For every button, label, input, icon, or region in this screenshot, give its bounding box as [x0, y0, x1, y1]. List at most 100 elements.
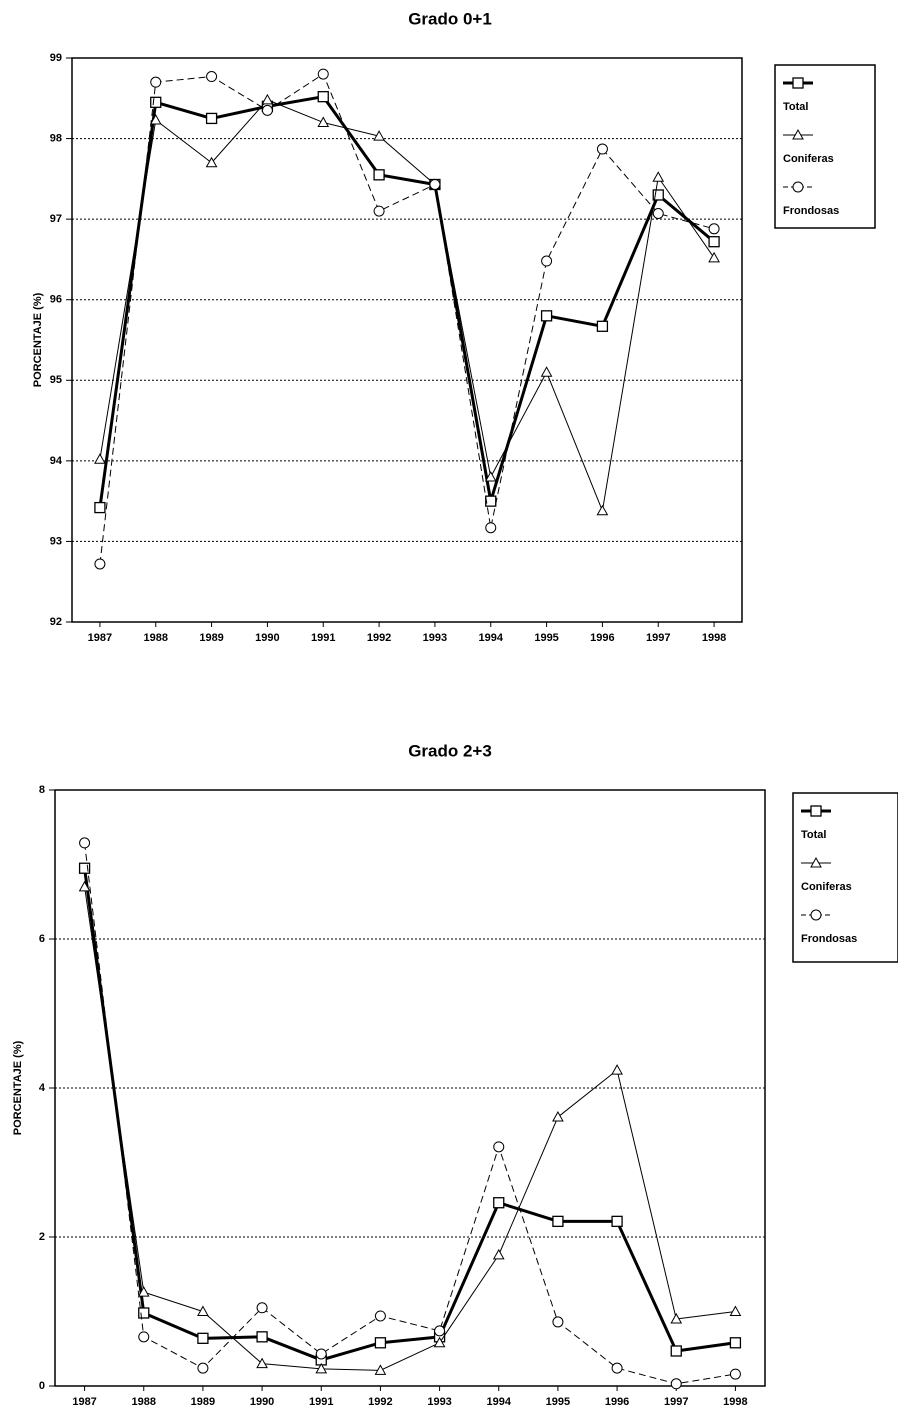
x-tick-label: 1988: [144, 632, 168, 644]
series-line: [84, 886, 736, 1371]
x-tick-label: 1998: [702, 632, 726, 644]
marker-square: [138, 1307, 150, 1319]
plot-frame: [71, 57, 743, 623]
y-tick-label: 6: [39, 933, 45, 945]
marker-circle: [206, 71, 218, 83]
marker-square: [792, 77, 804, 89]
marker-triangle: [315, 1362, 328, 1374]
marker-triangle: [484, 470, 497, 482]
marker-circle: [373, 205, 385, 217]
x-tick-label: 1996: [605, 1396, 629, 1408]
series-line: [83, 868, 736, 1362]
marker-triangle: [540, 366, 553, 377]
marker-triangle: [373, 130, 385, 141]
marker-square: [729, 1337, 742, 1349]
marker-triangle: [433, 1336, 446, 1348]
marker-circle: [485, 522, 497, 534]
x-tick-label: 1992: [368, 1396, 392, 1408]
marker-square: [78, 862, 91, 874]
y-tick-label: 94: [50, 455, 63, 467]
marker-circle: [611, 1362, 623, 1374]
marker-square: [150, 96, 162, 108]
marker-triangle: [374, 1364, 387, 1375]
chart-title: Grado 2+3: [408, 741, 492, 760]
marker-square: [317, 91, 329, 103]
marker-triangle: [205, 156, 218, 168]
marker-square: [197, 1332, 209, 1344]
y-axis-label: PORCENTAJE (%): [12, 1040, 24, 1135]
marker-circle: [256, 1302, 268, 1314]
marker-circle: [652, 208, 664, 220]
legend-label: Frondosas: [801, 933, 857, 945]
y-tick-label: 92: [50, 616, 62, 628]
marker-triangle: [611, 1064, 623, 1075]
marker-triangle: [729, 1305, 742, 1316]
marker-circle: [670, 1378, 682, 1390]
legend-box: [774, 64, 876, 229]
marker-square: [540, 310, 553, 322]
marker-triangle: [596, 504, 609, 516]
marker-square: [810, 805, 822, 817]
legend-box: [792, 792, 898, 963]
legend-label: Total: [801, 829, 826, 841]
marker-circle: [374, 1310, 386, 1322]
marker-circle: [317, 68, 329, 80]
marker-square: [596, 320, 609, 332]
marker-circle: [493, 1141, 505, 1153]
marker-square: [205, 112, 218, 125]
series-line: [84, 842, 736, 1385]
marker-circle: [708, 223, 720, 235]
marker-triangle: [94, 453, 106, 464]
marker-square: [256, 1331, 268, 1343]
marker-square: [652, 189, 664, 201]
marker-triangle: [137, 1286, 150, 1297]
x-tick-label: 1992: [367, 632, 391, 644]
x-tick-label: 1995: [534, 632, 558, 644]
x-tick-label: 1997: [664, 1396, 688, 1408]
marker-square: [94, 501, 106, 514]
marker-circle: [261, 104, 273, 116]
chart-title: Grado 0+1: [408, 9, 492, 28]
marker-triangle: [552, 1111, 564, 1122]
y-tick-label: 2: [39, 1231, 45, 1243]
x-tick-label: 1993: [423, 632, 447, 644]
marker-circle: [150, 76, 162, 88]
marker-triangle: [670, 1312, 683, 1324]
y-tick-label: 93: [50, 535, 62, 547]
marker-circle: [79, 837, 91, 849]
x-tick-label: 1993: [427, 1396, 451, 1408]
marker-square: [708, 236, 720, 248]
y-tick-label: 8: [39, 784, 45, 796]
marker-triangle: [792, 128, 804, 140]
x-tick-label: 1987: [88, 632, 112, 644]
x-tick-label: 1997: [646, 632, 670, 644]
marker-triangle: [317, 116, 330, 127]
marker-triangle: [708, 251, 720, 263]
x-tick-label: 1988: [132, 1396, 156, 1408]
marker-square: [485, 495, 497, 507]
marker-triangle: [197, 1305, 209, 1316]
y-tick-label: 96: [50, 294, 62, 306]
marker-circle: [810, 909, 822, 921]
marker-circle: [792, 181, 804, 193]
marker-triangle: [261, 93, 274, 105]
x-tick-label: 1987: [72, 1396, 96, 1408]
y-tick-label: 99: [50, 52, 62, 64]
series-line: [99, 99, 715, 512]
series-line: [98, 95, 716, 508]
series-line: [99, 73, 715, 565]
marker-circle: [315, 1348, 327, 1360]
marker-circle: [429, 178, 441, 190]
x-tick-label: 1994: [479, 632, 504, 644]
marker-square: [373, 169, 385, 181]
marker-circle: [138, 1331, 150, 1343]
marker-triangle: [149, 114, 162, 125]
x-tick-label: 1989: [199, 632, 223, 644]
marker-circle: [197, 1362, 209, 1374]
marker-triangle: [492, 1248, 505, 1260]
marker-triangle: [78, 880, 91, 892]
x-tick-label: 1991: [311, 632, 335, 644]
x-tick-label: 1995: [546, 1396, 570, 1408]
marker-circle: [434, 1325, 446, 1337]
x-tick-label: 1996: [590, 632, 614, 644]
